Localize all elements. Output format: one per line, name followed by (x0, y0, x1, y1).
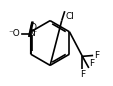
Text: Cl: Cl (65, 12, 73, 21)
Text: ⁻O: ⁻O (8, 29, 20, 38)
Text: F: F (79, 70, 84, 79)
Text: +: + (31, 29, 36, 34)
Text: F: F (93, 51, 98, 60)
Text: N: N (28, 29, 34, 38)
Text: O: O (30, 23, 36, 32)
Text: F: F (88, 58, 94, 68)
